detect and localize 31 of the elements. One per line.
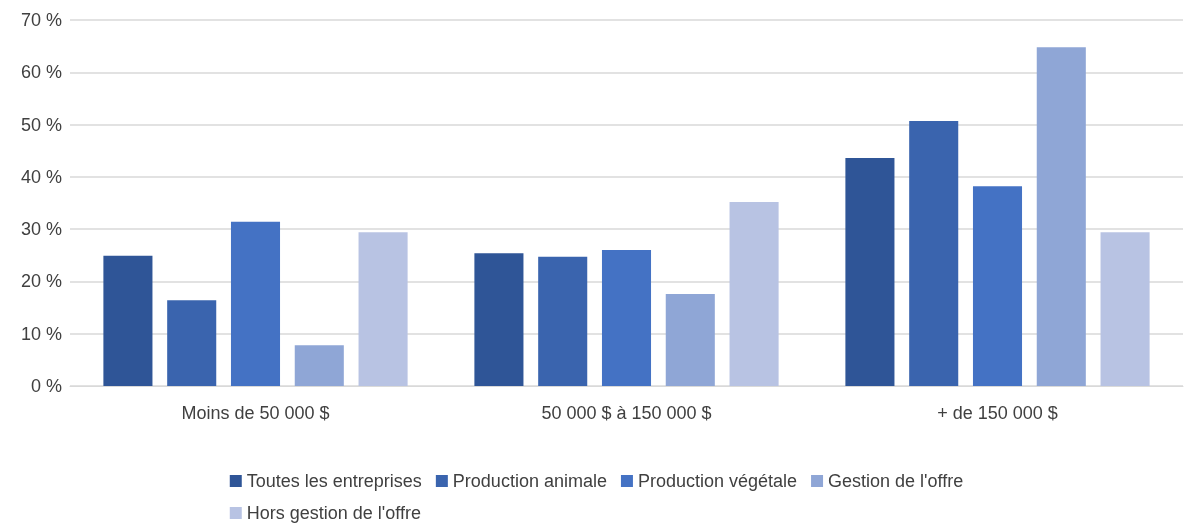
bar [1100,232,1150,386]
y-tick-label: 70 % [20,10,62,30]
bar [474,253,524,386]
y-tick-label: 50 % [20,114,62,135]
bar [230,221,281,386]
bar [1036,47,1086,386]
bar [972,186,1023,386]
y-tick-label: 0 % [30,376,62,396]
bar [358,232,408,386]
y-tick-label: 10 % [20,323,62,344]
x-tick-label: 50 000 $ à 150 000 $ [541,403,712,423]
legend-label: Production végétale [637,471,798,491]
x-tick-label: + de 150 000 $ [937,403,1058,423]
y-tick-label: 60 % [20,62,62,83]
y-tick-label: 20 % [20,271,62,292]
y-tick-label: 40 % [20,166,62,187]
bar [538,256,588,386]
legend-label: Gestion de l'offre [828,471,964,491]
bar [665,293,715,386]
bar [103,255,153,386]
bar [601,250,652,386]
bar [167,300,217,386]
bar [845,158,895,386]
y-tick-label: 30 % [20,219,62,240]
bar [294,345,344,386]
legend-label: Hors gestion de l'offre [246,503,421,523]
bar [909,120,959,386]
bar [729,201,779,386]
legend-label: Production animale [452,471,607,491]
x-tick-label: Moins de 50 000 $ [181,403,330,423]
legend-label: Toutes les entreprises [246,471,422,491]
